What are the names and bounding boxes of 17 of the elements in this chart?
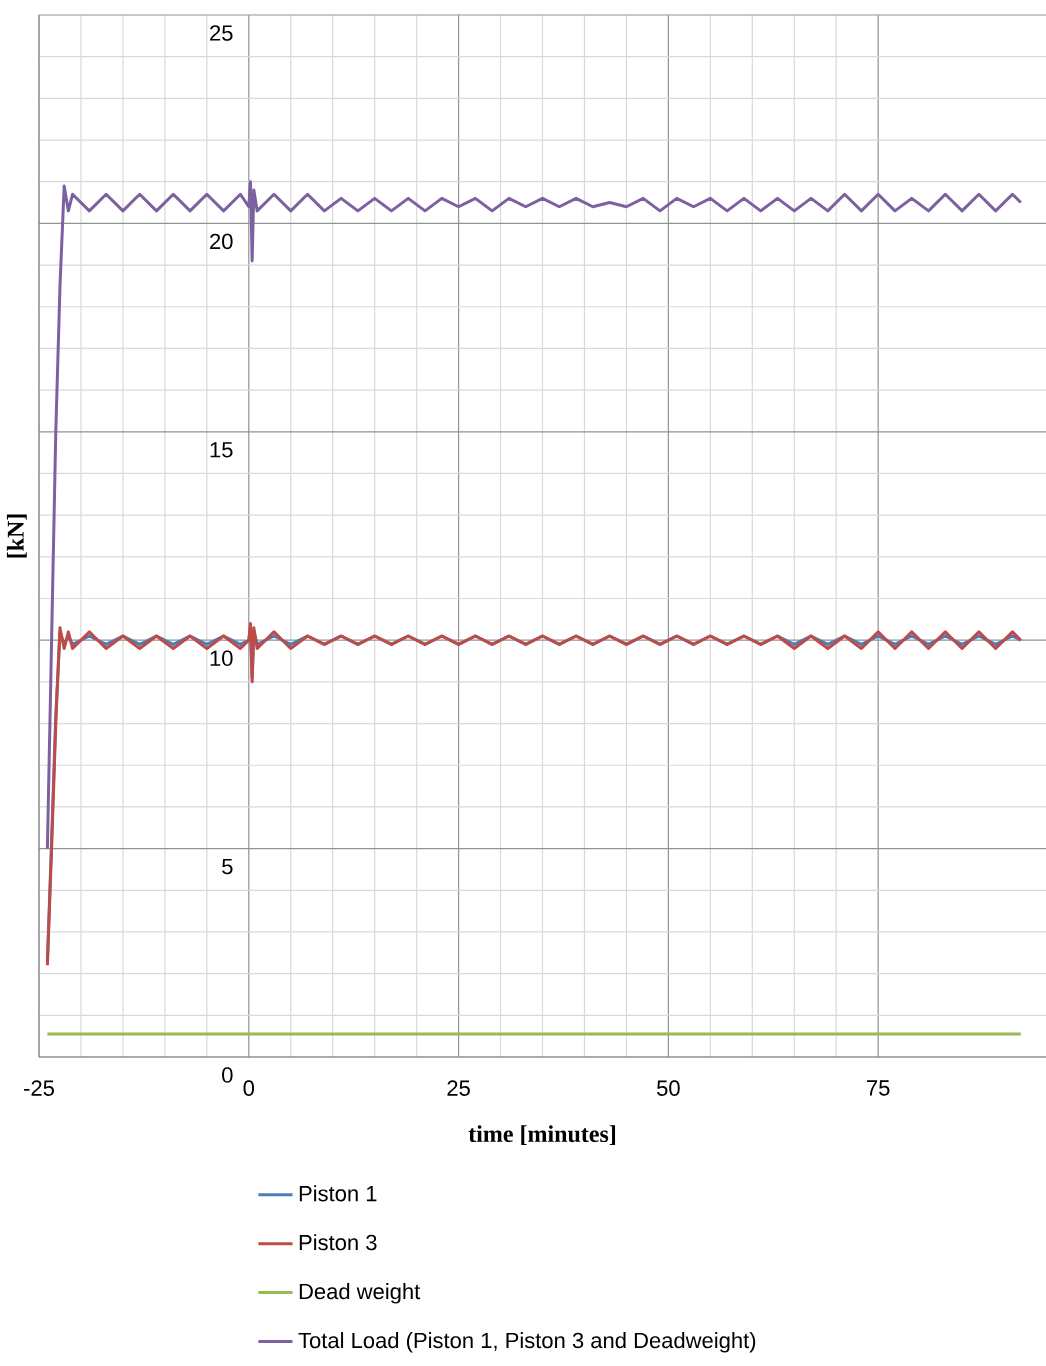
legend-label: Piston 3 — [299, 1234, 377, 1251]
y-tick-label: 0 — [222, 1067, 233, 1083]
x-axis-title: time [minutes] — [468, 1125, 616, 1146]
y-tick-label: 20 — [210, 233, 233, 250]
x-tick-label: -25 — [24, 1080, 54, 1096]
y-tick-label: 5 — [222, 858, 233, 875]
x-tick-label: 50 — [657, 1080, 680, 1096]
x-tick-label: 75 — [867, 1080, 890, 1096]
y-tick-label: 15 — [210, 442, 233, 458]
legend-label: Piston 1 — [299, 1185, 377, 1202]
legend-label: Dead weight — [299, 1283, 421, 1304]
y-tick-label: 10 — [210, 650, 233, 666]
x-tick-label: 0 — [243, 1080, 255, 1096]
legend-label: Total Load (Piston 1, Piston 3 and Deadweight) — [298, 1332, 756, 1353]
y-tick-label: 25 — [210, 25, 233, 41]
x-tick-label: 25 — [447, 1080, 470, 1096]
y-axis-title: [kN] — [6, 514, 27, 558]
